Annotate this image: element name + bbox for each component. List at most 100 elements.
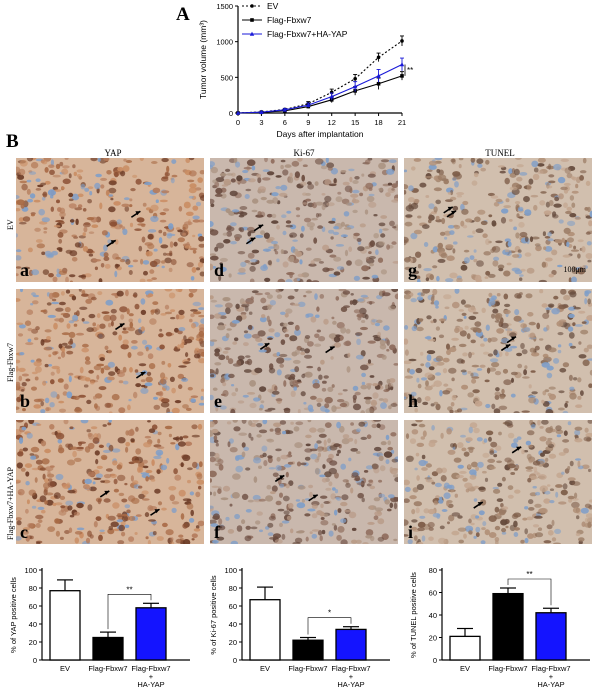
cell-nucleus — [280, 164, 284, 170]
cell-nucleus — [373, 336, 382, 342]
cell-nucleus — [193, 528, 201, 532]
series-line-fbxw7-yap — [237, 63, 403, 114]
cell-nucleus — [484, 477, 489, 482]
cell-nucleus — [332, 320, 337, 325]
cell-nucleus — [63, 383, 69, 390]
cell-nucleus — [114, 270, 118, 278]
cell-nucleus — [519, 231, 528, 238]
cell-nucleus — [310, 395, 317, 400]
cell-nucleus — [435, 215, 440, 221]
cell-nucleus — [505, 525, 509, 529]
cell-nucleus — [574, 492, 578, 499]
cell-nucleus — [555, 484, 563, 488]
cell-nucleus — [46, 499, 54, 506]
cell-nucleus — [156, 469, 161, 475]
cell-nucleus — [452, 205, 459, 211]
cell-nucleus — [470, 522, 475, 526]
cell-nucleus — [296, 278, 301, 281]
cell-nucleus — [572, 481, 581, 486]
cell-nucleus — [169, 241, 174, 248]
cell-nucleus — [188, 292, 194, 298]
cell-nucleus — [191, 434, 200, 438]
cell-nucleus — [575, 404, 583, 408]
cell-nucleus — [238, 214, 245, 218]
cell-nucleus — [578, 354, 587, 359]
cell-nucleus — [222, 232, 228, 236]
cell-nucleus — [170, 442, 176, 445]
cell-nucleus — [463, 533, 467, 539]
cell-nucleus — [524, 252, 532, 257]
cell-nucleus — [299, 233, 304, 238]
cell-nucleus — [147, 353, 154, 360]
cell-nucleus — [482, 452, 490, 458]
cell-nucleus — [551, 537, 557, 542]
cell-nucleus — [388, 305, 396, 311]
cell-nucleus — [224, 347, 231, 351]
cell-nucleus — [194, 347, 200, 352]
cell-nucleus — [119, 306, 128, 313]
cell-nucleus — [102, 479, 111, 484]
cell-nucleus — [532, 173, 540, 181]
micrograph-label: f — [214, 522, 220, 542]
cell-nucleus — [210, 295, 214, 300]
cell-nucleus — [548, 386, 556, 390]
cell-nucleus — [483, 337, 488, 342]
cell-nucleus — [42, 269, 50, 275]
cell-nucleus — [379, 465, 386, 472]
cell-nucleus — [500, 503, 504, 508]
cell-nucleus — [229, 190, 238, 197]
cell-nucleus — [181, 377, 189, 382]
cell-nucleus — [75, 218, 79, 225]
cell-nucleus — [141, 384, 146, 388]
cell-nucleus — [459, 470, 467, 474]
cell-nucleus — [548, 200, 554, 206]
cell-nucleus — [333, 336, 341, 343]
cell-nucleus — [128, 318, 134, 323]
cell-nucleus — [389, 220, 395, 227]
cell-nucleus — [116, 290, 124, 297]
cell-nucleus — [18, 367, 26, 372]
cell-nucleus — [577, 460, 581, 468]
cell-nucleus — [277, 508, 285, 512]
cell-nucleus — [238, 267, 246, 273]
cell-nucleus — [303, 294, 307, 298]
cell-nucleus — [145, 376, 153, 383]
cell-nucleus — [255, 337, 263, 342]
cell-nucleus — [50, 159, 55, 167]
cell-nucleus — [105, 190, 110, 197]
cell-nucleus — [164, 425, 173, 430]
cell-nucleus — [166, 407, 170, 413]
cell-nucleus — [558, 501, 567, 505]
cell-nucleus — [285, 279, 293, 282]
cell-nucleus — [144, 181, 152, 186]
cell-nucleus — [17, 451, 24, 457]
cell-nucleus — [384, 499, 390, 505]
cell-nucleus — [25, 508, 29, 514]
cell-nucleus — [257, 177, 262, 184]
cell-nucleus — [498, 431, 502, 436]
cell-nucleus — [247, 252, 255, 259]
cell-nucleus — [251, 249, 260, 254]
cell-nucleus — [462, 352, 468, 357]
cell-nucleus — [564, 402, 568, 408]
cell-nucleus — [521, 349, 528, 355]
cell-nucleus — [586, 344, 592, 349]
cell-nucleus — [54, 318, 61, 322]
cell-nucleus — [318, 213, 322, 217]
cell-nucleus — [524, 209, 532, 216]
cell-nucleus — [145, 476, 149, 482]
cell-nucleus — [584, 503, 592, 509]
category-label-line: HA-YAP — [537, 680, 564, 689]
cell-nucleus — [394, 293, 398, 300]
cell-nucleus — [390, 386, 394, 391]
cell-nucleus — [580, 507, 589, 514]
cell-nucleus — [131, 340, 138, 344]
cell-nucleus — [87, 504, 93, 511]
cell-nucleus — [44, 448, 51, 454]
cell-nucleus — [508, 219, 513, 222]
cell-nucleus — [534, 503, 542, 508]
cell-nucleus — [446, 428, 452, 435]
cell-nucleus — [31, 371, 38, 375]
cell-nucleus — [446, 255, 455, 261]
cell-nucleus — [188, 518, 195, 523]
